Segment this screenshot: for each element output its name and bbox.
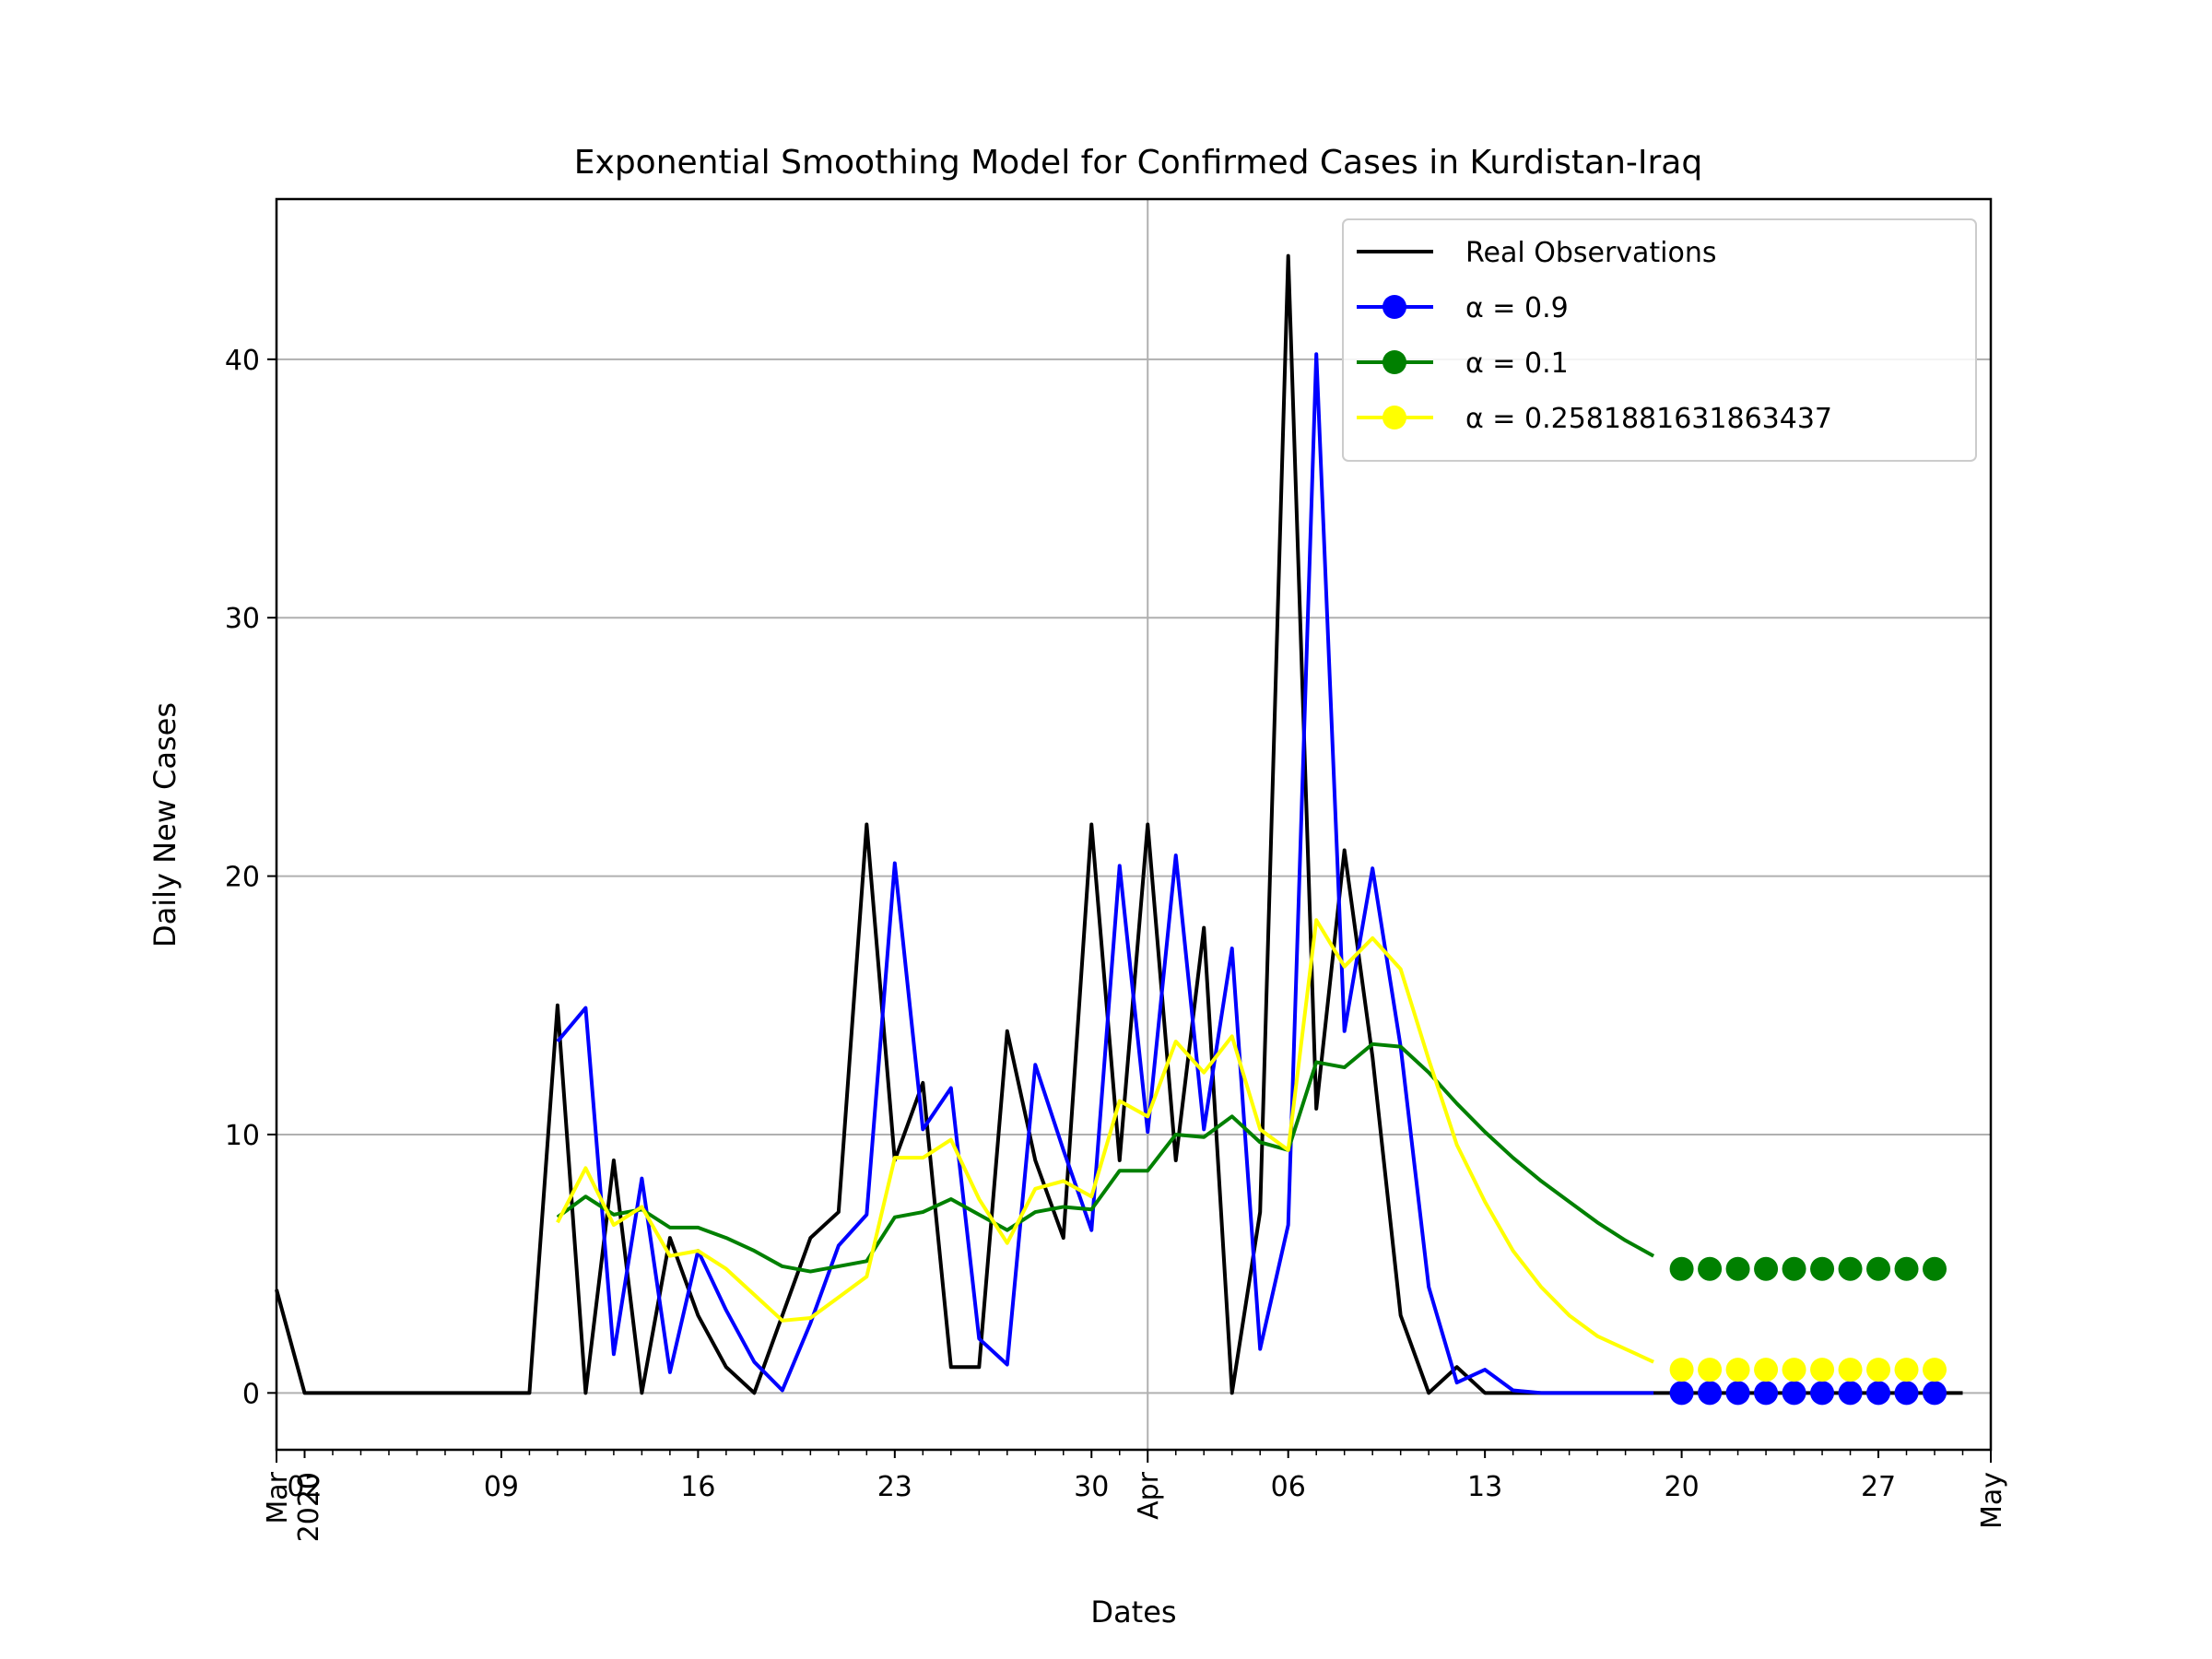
forecast-point	[1894, 1358, 1919, 1382]
x-tick-label: 20	[1664, 1471, 1699, 1503]
forecast-point	[1894, 1256, 1919, 1281]
forecast-point	[1923, 1358, 1947, 1382]
series-line	[556, 918, 1654, 1364]
forecast-point	[1754, 1358, 1779, 1382]
legend-label: Real Observations	[1465, 237, 1717, 269]
x-major-tick-label: Apr	[1133, 1471, 1165, 1520]
forecast-point	[1698, 1256, 1723, 1281]
legend-swatch-marker	[1382, 406, 1406, 429]
x-tick-label: 06	[1271, 1471, 1306, 1503]
forecast-point	[1838, 1381, 1863, 1406]
legend-label: α = 0.2581881631863437	[1465, 403, 1832, 435]
forecast-point	[1782, 1381, 1806, 1406]
series-layer	[275, 253, 1963, 1406]
legend-box	[1342, 218, 1977, 462]
forecast-point	[1866, 1381, 1891, 1406]
x-major-tick-label-line: May	[1976, 1472, 2008, 1529]
forecast-point	[1810, 1358, 1835, 1382]
forecast-point	[1923, 1381, 1947, 1406]
legend-swatch-marker	[1382, 350, 1406, 374]
forecast-point	[1894, 1381, 1919, 1406]
forecast-point	[1725, 1256, 1750, 1281]
forecast-point	[1754, 1256, 1779, 1281]
forecast-point	[1838, 1256, 1863, 1281]
forecast-point	[1810, 1381, 1835, 1406]
series-line	[556, 1041, 1655, 1274]
forecast-point	[1669, 1256, 1694, 1281]
x-major-tick-label-line: Apr	[1133, 1471, 1165, 1520]
legend-label: α = 0.9	[1465, 292, 1569, 324]
forecast-point	[1669, 1381, 1694, 1406]
x-major-tick-label-line: Mar	[262, 1471, 294, 1524]
legend-label: α = 0.1	[1465, 347, 1569, 380]
legend-swatch-marker	[1382, 295, 1406, 319]
forecast-point	[1782, 1358, 1806, 1382]
forecast-point	[1725, 1381, 1750, 1406]
forecast-point	[1866, 1256, 1891, 1281]
legend: Real Observations α = 0.9 α = 0.1 α = 0.258…	[1342, 218, 1977, 462]
x-tick-label: 30	[1074, 1471, 1109, 1503]
y-tick-label: 10	[225, 1120, 260, 1152]
x-tick-label: 23	[877, 1471, 912, 1503]
forecast-point	[1782, 1256, 1806, 1281]
y-tick-label: 0	[242, 1378, 260, 1410]
x-tick-label: 16	[680, 1471, 715, 1503]
forecast-point	[1866, 1358, 1891, 1382]
forecast-point	[1698, 1358, 1723, 1382]
x-tick-label: 27	[1861, 1471, 1896, 1503]
forecast-point	[1810, 1256, 1835, 1281]
y-tick-label: 20	[225, 862, 260, 894]
series-line	[556, 352, 1654, 1395]
forecast-point	[1754, 1381, 1779, 1406]
y-tick-label: 40	[225, 345, 260, 377]
forecast-point	[1669, 1358, 1694, 1382]
x-major-tick-label-line: 2020	[293, 1472, 325, 1542]
x-tick-label: 09	[484, 1471, 519, 1503]
axis-ticks: 0 10 20 30 40 02 09 16 23 30 06 13 20 27 Mar 2020 Apr May	[225, 345, 2008, 1543]
forecast-point	[1698, 1381, 1723, 1406]
forecast-point	[1725, 1358, 1750, 1382]
y-tick-label: 30	[225, 603, 260, 635]
plot-frame	[275, 197, 1993, 1452]
x-tick-label: 02	[287, 1471, 322, 1503]
forecast-point	[1923, 1256, 1947, 1281]
forecast-point	[1838, 1358, 1863, 1382]
x-major-tick-label: Mar 2020	[262, 1471, 325, 1542]
y-axis-label: Daily New Cases	[147, 702, 182, 947]
x-tick-label: 13	[1467, 1471, 1502, 1503]
chart-title: Exponential Smoothing Model for Confirme…	[574, 144, 1702, 182]
x-axis-label: Dates	[1090, 1594, 1176, 1630]
x-major-tick-label: May	[1976, 1472, 2008, 1529]
